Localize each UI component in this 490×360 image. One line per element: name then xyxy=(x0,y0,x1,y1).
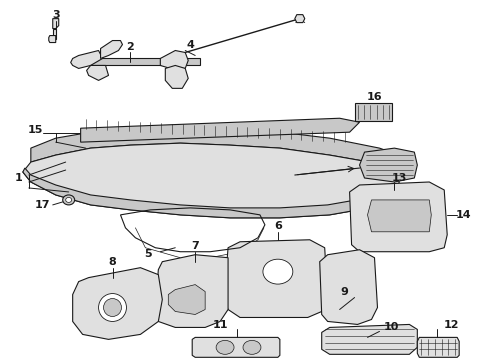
Polygon shape xyxy=(100,41,122,58)
Polygon shape xyxy=(168,285,205,315)
Text: 12: 12 xyxy=(443,320,459,330)
Polygon shape xyxy=(295,15,305,23)
Ellipse shape xyxy=(243,340,261,354)
Polygon shape xyxy=(91,58,200,66)
Text: 5: 5 xyxy=(145,249,152,259)
Text: 1: 1 xyxy=(15,173,23,183)
Text: 16: 16 xyxy=(367,92,382,102)
Text: 2: 2 xyxy=(126,41,134,51)
Polygon shape xyxy=(360,148,417,182)
Ellipse shape xyxy=(63,195,74,205)
Polygon shape xyxy=(417,337,459,357)
Text: 7: 7 xyxy=(191,241,199,251)
Ellipse shape xyxy=(103,298,122,316)
Ellipse shape xyxy=(263,259,293,284)
Polygon shape xyxy=(160,50,188,68)
Text: 4: 4 xyxy=(186,40,194,50)
Polygon shape xyxy=(349,182,447,252)
Text: 17: 17 xyxy=(35,200,50,210)
Polygon shape xyxy=(319,250,377,324)
Polygon shape xyxy=(224,240,328,318)
Text: 15: 15 xyxy=(28,125,44,135)
Text: 8: 8 xyxy=(109,257,117,267)
Polygon shape xyxy=(53,28,56,39)
Text: 13: 13 xyxy=(392,173,407,183)
Polygon shape xyxy=(155,255,228,328)
Ellipse shape xyxy=(98,293,126,321)
Polygon shape xyxy=(23,168,394,218)
Polygon shape xyxy=(23,143,399,218)
Polygon shape xyxy=(71,50,102,68)
Ellipse shape xyxy=(66,197,72,202)
Polygon shape xyxy=(192,337,280,357)
Polygon shape xyxy=(165,66,188,88)
Text: 11: 11 xyxy=(212,320,228,330)
Polygon shape xyxy=(322,324,417,354)
Polygon shape xyxy=(355,103,392,121)
Text: 14: 14 xyxy=(455,210,471,220)
Text: 9: 9 xyxy=(341,287,348,297)
Polygon shape xyxy=(53,19,59,28)
Ellipse shape xyxy=(216,340,234,354)
Polygon shape xyxy=(49,36,56,42)
Text: 6: 6 xyxy=(274,221,282,231)
Text: 3: 3 xyxy=(52,10,60,20)
Polygon shape xyxy=(368,200,431,232)
Polygon shape xyxy=(81,118,360,142)
Text: 10: 10 xyxy=(384,323,399,332)
Polygon shape xyxy=(87,66,108,80)
Polygon shape xyxy=(73,268,162,339)
Polygon shape xyxy=(31,128,409,168)
